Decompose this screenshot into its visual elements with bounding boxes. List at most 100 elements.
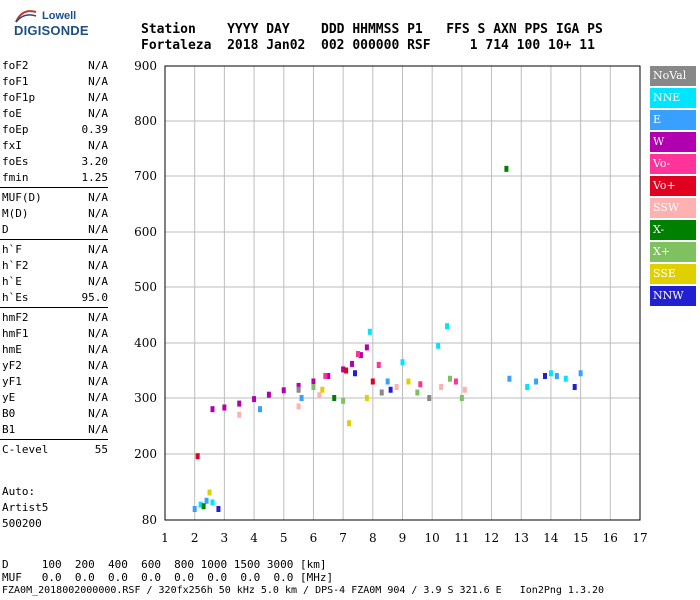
data-point bbox=[563, 375, 568, 382]
y-tick-label: 200 bbox=[134, 447, 157, 461]
param-value: N/A bbox=[88, 207, 108, 220]
data-point bbox=[525, 384, 530, 390]
param-value: 3.20 bbox=[81, 155, 109, 168]
data-point bbox=[192, 506, 197, 512]
data-point bbox=[237, 411, 242, 418]
param-value: N/A bbox=[88, 391, 108, 404]
param-value: N/A bbox=[88, 75, 108, 88]
legend-item: NoVal bbox=[650, 66, 696, 86]
param-separator bbox=[0, 439, 108, 440]
legend-item: NNE bbox=[650, 88, 696, 108]
param-separator bbox=[0, 307, 108, 308]
data-point bbox=[266, 391, 271, 398]
param-row: fxI N/A bbox=[0, 138, 110, 154]
header-line-2: Fortaleza 2018 Jan02 002 000000 RSF 1 71… bbox=[141, 38, 595, 53]
data-point bbox=[418, 381, 423, 388]
data-point bbox=[436, 342, 441, 349]
param-value: N/A bbox=[88, 359, 108, 372]
data-point bbox=[364, 344, 369, 351]
x-tick-label: 3 bbox=[221, 531, 229, 545]
x-tick-label: 14 bbox=[543, 531, 559, 545]
x-tick-label: 12 bbox=[484, 531, 499, 545]
param-row: M(D) N/A bbox=[0, 206, 110, 222]
plot-frame bbox=[164, 65, 641, 521]
param-label: foF2 bbox=[2, 59, 29, 72]
param-label: h`Es bbox=[2, 291, 29, 304]
data-point bbox=[427, 395, 432, 401]
param-label: foF1p bbox=[2, 91, 36, 104]
data-point bbox=[296, 403, 301, 410]
y-tick-label: 80 bbox=[142, 513, 157, 527]
data-point bbox=[320, 386, 325, 393]
param-value: N/A bbox=[88, 423, 108, 436]
data-point bbox=[258, 406, 262, 413]
param-row: h`Es 95.0 bbox=[0, 290, 110, 306]
param-value: 95.0 bbox=[81, 291, 109, 304]
legend-item: Vo+ bbox=[650, 176, 696, 196]
data-point bbox=[344, 367, 349, 374]
param-row: yF2 N/A bbox=[0, 358, 110, 374]
data-point bbox=[445, 323, 450, 330]
data-point bbox=[400, 359, 405, 366]
data-point bbox=[323, 373, 328, 379]
data-point bbox=[453, 378, 458, 385]
y-tick-label: 300 bbox=[134, 391, 157, 405]
data-point bbox=[376, 362, 381, 368]
data-point bbox=[578, 370, 583, 377]
digisonde-logo: Lowell DIGISONDE bbox=[6, 8, 89, 42]
data-point bbox=[210, 406, 215, 413]
autoscaling-info: Auto: Artist5 500200 bbox=[2, 484, 48, 532]
param-label: yE bbox=[2, 391, 16, 404]
data-point bbox=[317, 392, 322, 399]
legend-item: Vo- bbox=[650, 154, 696, 174]
auto-version: 500200 bbox=[2, 517, 42, 530]
param-separator bbox=[0, 239, 108, 240]
param-value: N/A bbox=[88, 59, 108, 72]
data-point bbox=[350, 360, 355, 367]
param-label: fmin bbox=[2, 171, 29, 184]
param-row: foF1p N/A bbox=[0, 90, 110, 106]
data-point bbox=[379, 389, 384, 396]
param-label: foF1 bbox=[2, 75, 29, 88]
x-tick-label: 1 bbox=[161, 531, 169, 545]
data-point bbox=[296, 386, 301, 393]
x-tick-label: 11 bbox=[454, 531, 469, 545]
logo-bottom-text: DIGISONDE bbox=[14, 23, 89, 38]
param-label: foE bbox=[2, 107, 22, 120]
param-value: N/A bbox=[88, 275, 108, 288]
data-point bbox=[299, 395, 304, 401]
data-point bbox=[388, 386, 393, 393]
data-point bbox=[237, 400, 242, 407]
param-value: 0.39 bbox=[81, 123, 109, 136]
param-row: hmF2 N/A bbox=[0, 310, 110, 326]
param-label: hmE bbox=[2, 343, 22, 356]
param-value: N/A bbox=[88, 327, 108, 340]
legend-item: X- bbox=[650, 220, 696, 240]
data-point bbox=[216, 506, 221, 512]
auto-label: Auto: bbox=[2, 485, 36, 498]
param-value: N/A bbox=[88, 259, 108, 272]
data-point bbox=[358, 352, 363, 359]
data-point bbox=[448, 375, 452, 382]
param-row: foF1 N/A bbox=[0, 74, 110, 90]
logo-mark-icon bbox=[15, 10, 37, 23]
file-footer: FZA0M_2018002000000.RSF / 320fx256h 50 k… bbox=[2, 585, 605, 596]
legend: NoVal NNE E W Vo- Vo+ SSW X- X+ SSE NNW bbox=[650, 66, 696, 308]
param-label: yF1 bbox=[2, 375, 22, 388]
data-point bbox=[332, 395, 337, 401]
data-point bbox=[394, 384, 399, 390]
data-point bbox=[548, 370, 553, 377]
param-value: N/A bbox=[88, 375, 108, 388]
x-tick-label: 2 bbox=[191, 531, 199, 545]
data-point bbox=[207, 489, 212, 496]
y-tick-label: 600 bbox=[134, 225, 157, 239]
data-point bbox=[311, 378, 316, 385]
param-row: hmF1 N/A bbox=[0, 326, 110, 342]
param-row: hmE N/A bbox=[0, 342, 110, 358]
x-tick-label: 13 bbox=[514, 531, 529, 545]
legend-item: SSW bbox=[650, 198, 696, 218]
x-tick-label: 15 bbox=[573, 531, 588, 545]
legend-item: X+ bbox=[650, 242, 696, 262]
data-point bbox=[415, 389, 420, 396]
y-tick-label: 400 bbox=[134, 336, 157, 350]
